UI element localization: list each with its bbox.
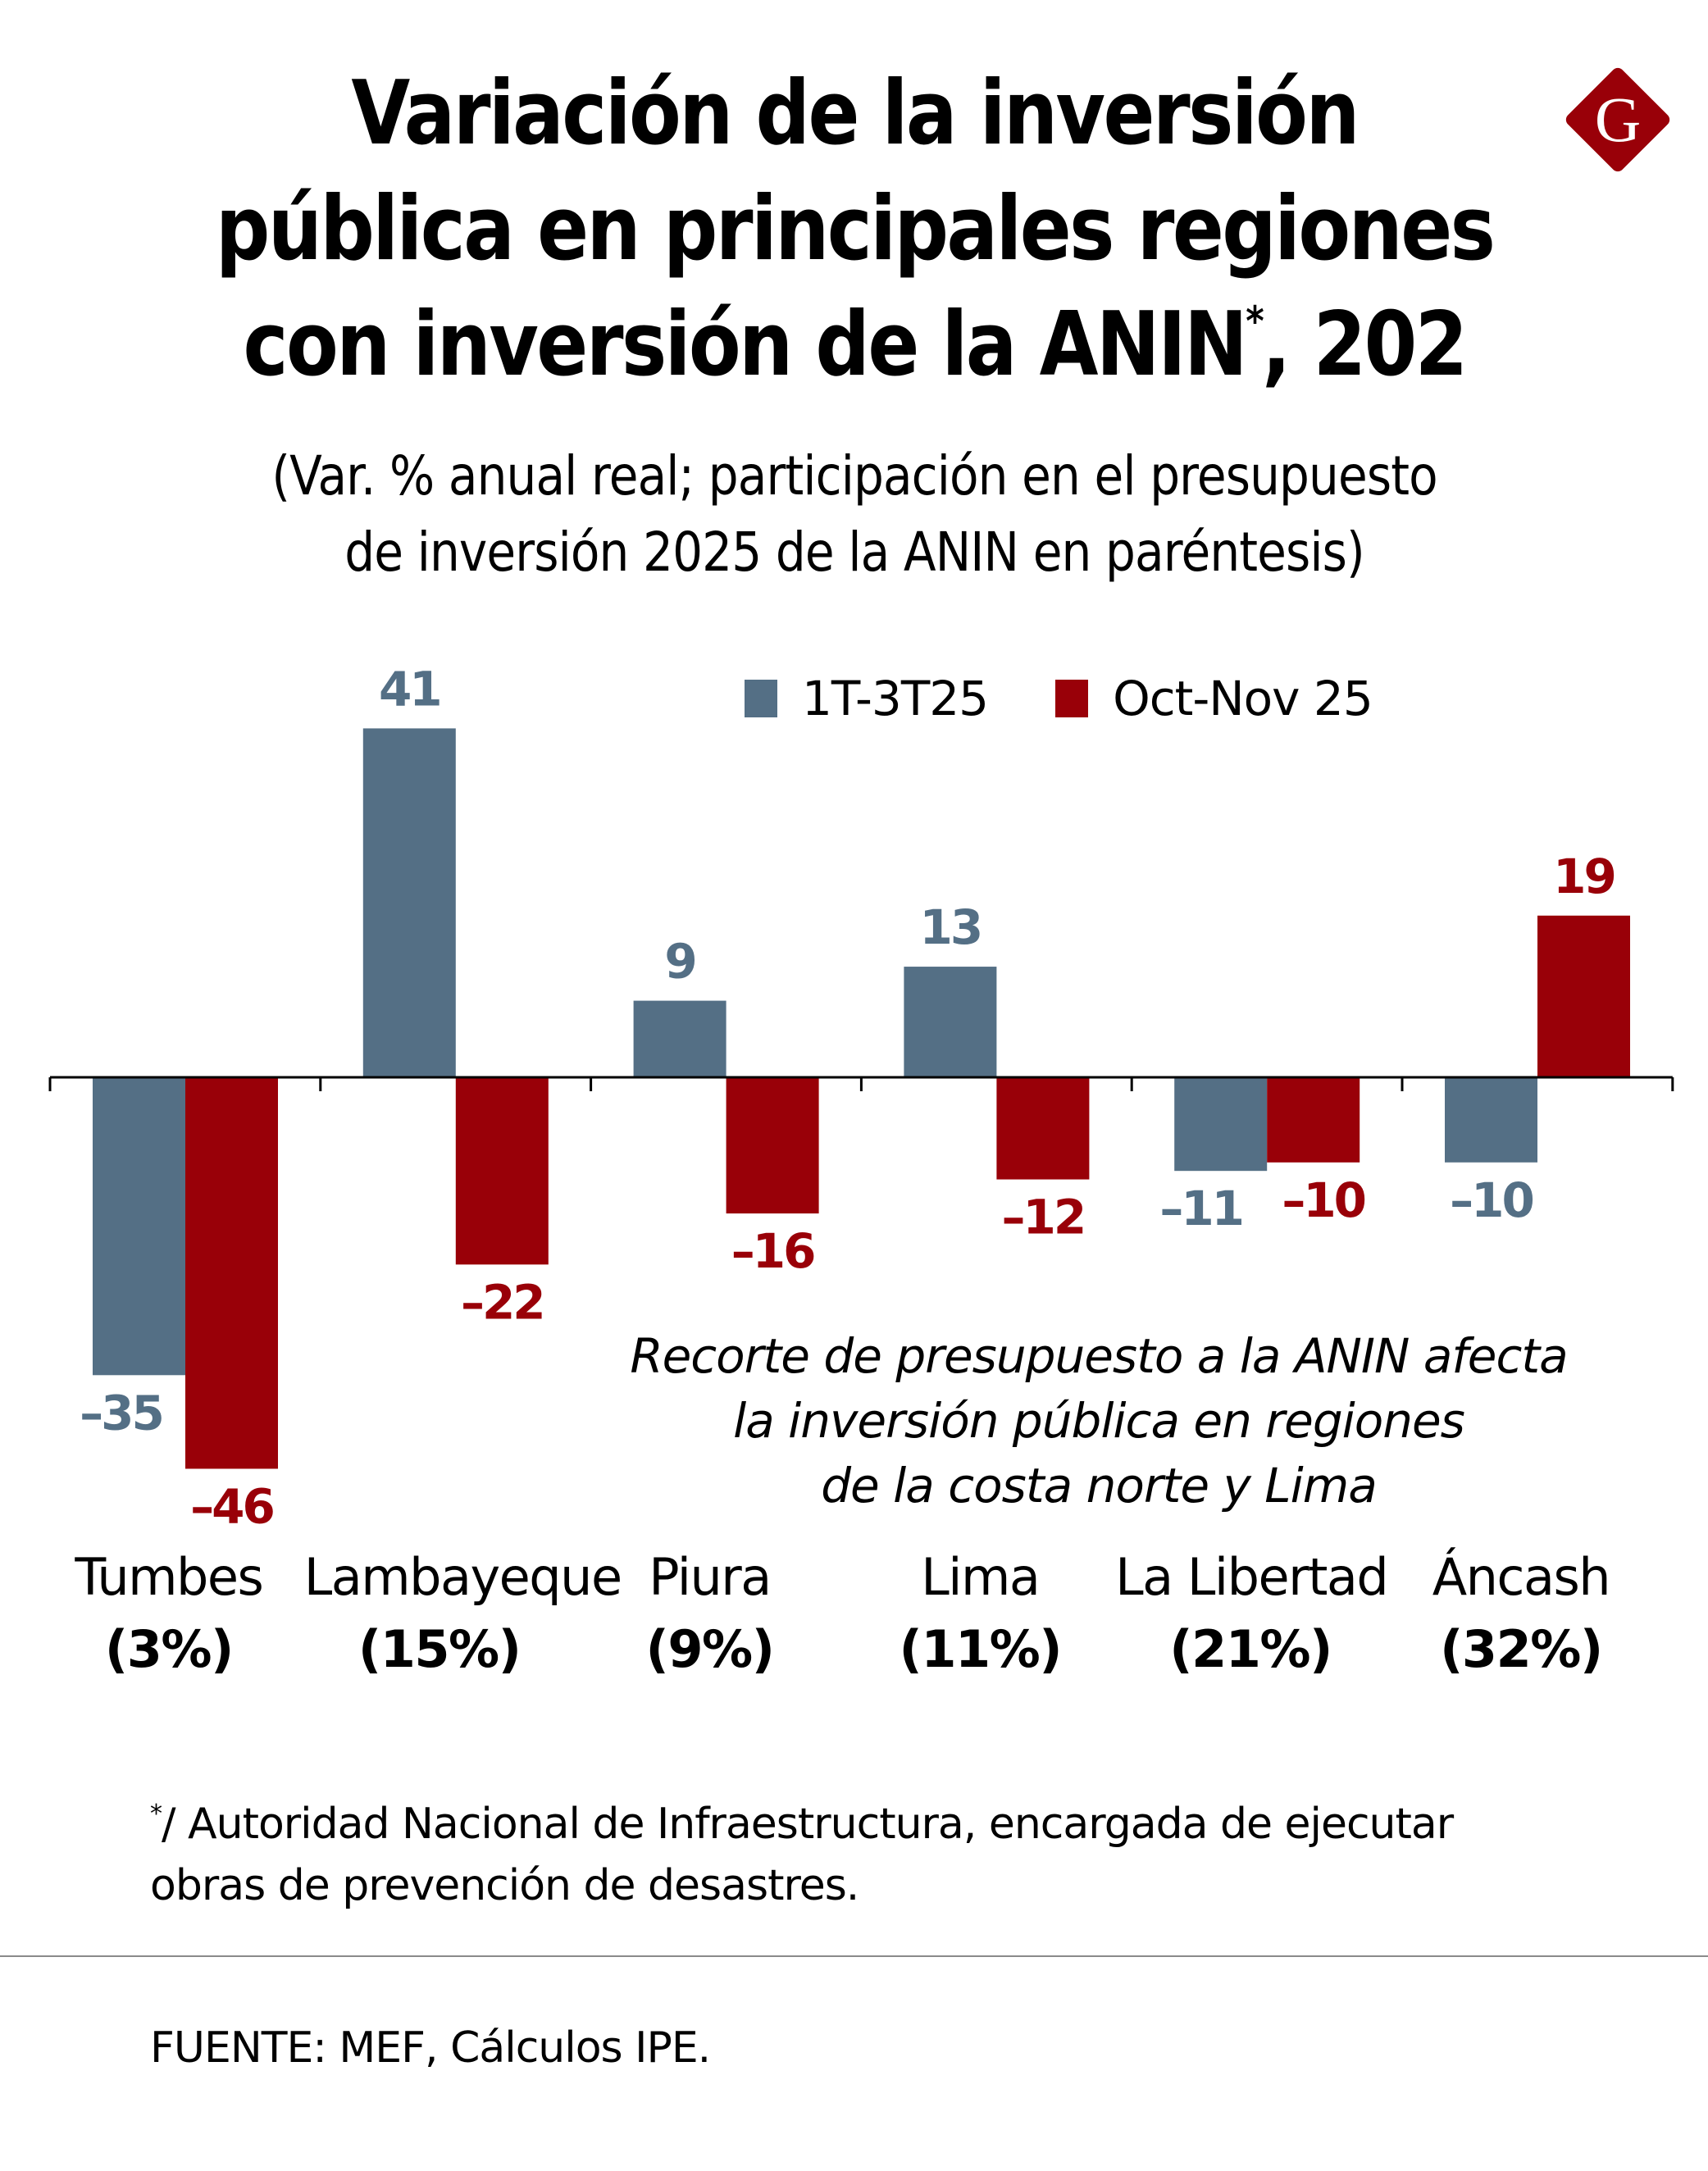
category-share: (32%) (1440, 1619, 1603, 1679)
title-asterisk: * (1246, 298, 1264, 345)
legend-item-series-2: Oct-Nov 25 (1055, 671, 1373, 726)
legend-item-series-1: 1T-3T25 (745, 671, 989, 726)
subtitle-line-2: de inversión 2025 de la ANIN en paréntes… (344, 521, 1364, 584)
title-line-3-text: con inversión de la ANIN (243, 294, 1248, 396)
legend-swatch-series-2 (1055, 680, 1089, 717)
footnote: */ Autoridad Nacional de Infraestructura… (150, 1794, 1454, 1917)
bar-series-2 (996, 1077, 1090, 1180)
bar-series-1 (1445, 1077, 1537, 1163)
gestion-logo-icon: G (1565, 67, 1670, 172)
legend-label-series-1: 1T-3T25 (802, 671, 989, 726)
subtitle-line-1: (Var. % anual real; participación en el … (271, 444, 1437, 507)
category-label: Áncash (32%) (1386, 1541, 1656, 1686)
category-name: Áncash (1432, 1547, 1611, 1607)
category-name: Piura (649, 1547, 772, 1607)
logo-letter: G (1595, 84, 1641, 155)
bar-series-1 (904, 967, 997, 1077)
title-suffix: , 202 (1262, 294, 1468, 396)
x-axis (48, 1076, 1674, 1091)
bar-series-2 (185, 1077, 278, 1469)
data-label: 9 (664, 934, 695, 990)
bar-series-2 (726, 1077, 819, 1214)
chart-title: Variación de la inversión pública en pri… (120, 56, 1588, 403)
category-share: (9%) (645, 1619, 775, 1679)
chart-subtitle: (Var. % anual real; participación en el … (103, 438, 1606, 590)
data-label: –10 (1282, 1172, 1364, 1228)
category-label: La Libertad (21%) (1115, 1541, 1389, 1686)
data-label: –12 (1002, 1190, 1085, 1245)
annotation-line-2: la inversión pública en regiones (733, 1393, 1465, 1449)
category-share: (3%) (104, 1619, 234, 1679)
category-name: La Libertad (1115, 1547, 1389, 1607)
footnote-line-1: */ Autoridad Nacional de Infraestructura… (150, 1794, 1454, 1855)
footnote-marker: * (150, 1800, 162, 1828)
chart-annotation: Recorte de presupuesto a la ANIN afecta … (508, 1324, 1689, 1518)
bar-series-1 (633, 1000, 726, 1077)
bars-layer (93, 728, 1630, 1469)
footnote-line-1-text: / Autoridad Nacional de Infraestructura,… (162, 1800, 1454, 1849)
annotation-line-3: de la costa norte y Lima (821, 1458, 1378, 1513)
category-label: Lima (11%) (845, 1541, 1115, 1686)
category-name: Tumbes (75, 1547, 263, 1607)
data-label: –10 (1450, 1172, 1533, 1228)
data-label: –11 (1159, 1181, 1242, 1236)
data-label: –16 (731, 1223, 814, 1279)
footer-divider (0, 1955, 1708, 1957)
category-label: Piura (9%) (575, 1541, 845, 1686)
title-line-1: Variación de la inversión (351, 62, 1360, 165)
bar-series-2 (1267, 1077, 1360, 1163)
category-share: (21%) (1169, 1619, 1332, 1679)
legend-swatch-series-1 (745, 680, 777, 717)
category-label: Tumbes (3%) (34, 1541, 304, 1686)
data-label: 41 (379, 661, 440, 717)
category-share: (11%) (899, 1619, 1063, 1679)
data-label: 19 (1553, 849, 1615, 904)
value-labels-layer: –35 41 9 13 –11 –10 –46 –22 –16 –12 –10 19 (80, 661, 1617, 1534)
bar-series-2 (1537, 915, 1630, 1077)
bar-series-1 (362, 728, 456, 1077)
footnote-line-2: obras de prevención de desastres. (150, 1861, 859, 1910)
title-line-3: con inversión de la ANIN*, 202 (120, 287, 1588, 403)
data-label: –22 (461, 1274, 544, 1330)
title-line-2: pública en principales regiones (215, 178, 1496, 280)
bar-series-1 (93, 1077, 185, 1376)
source-text: FUENTE: MEF, Cálculos IPE. (150, 2023, 711, 2073)
category-label: Lambayeque (15%) (303, 1541, 622, 1686)
bar-series-1 (1174, 1077, 1268, 1172)
category-name: Lambayeque (303, 1547, 622, 1607)
annotation-line-1: Recorte de presupuesto a la ANIN afecta (630, 1328, 1568, 1384)
data-label: –46 (190, 1478, 273, 1534)
legend-label-series-2: Oct-Nov 25 (1113, 671, 1373, 726)
data-label: –35 (80, 1385, 162, 1441)
logo-diamond (1565, 67, 1670, 172)
bar-series-2 (455, 1077, 549, 1265)
data-label: 13 (920, 899, 982, 955)
category-share: (15%) (358, 1619, 522, 1679)
category-name: Lima (921, 1547, 1041, 1607)
legend: 1T-3T25 Oct-Nov 25 (745, 671, 1440, 726)
